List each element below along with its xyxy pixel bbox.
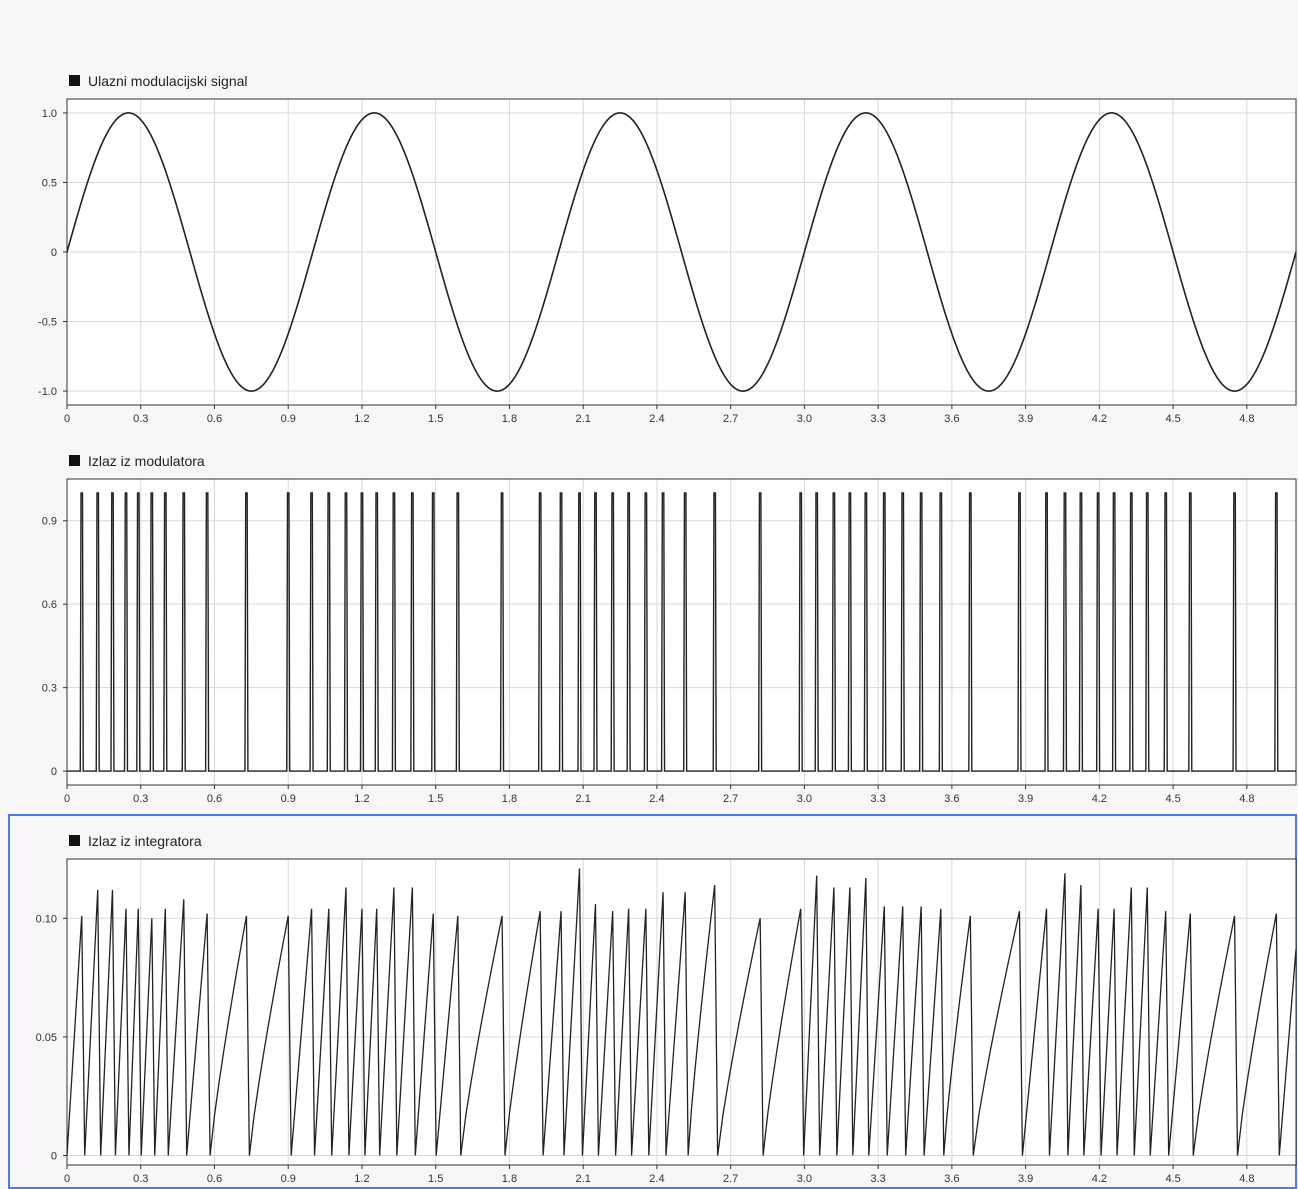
- y-tick-labels-1: -1.0 -0.5 0 0.5 1.0: [38, 108, 67, 398]
- x-tick-label: 1.5: [428, 793, 443, 805]
- x-tick-label: 2.4: [649, 1173, 664, 1185]
- x-tick-label: 0: [64, 793, 70, 805]
- y-tick-label: 0.9: [42, 516, 57, 528]
- x-tick-label: 1.8: [502, 793, 517, 805]
- x-tick-label: 3.0: [797, 793, 812, 805]
- x-tick-label: 0.9: [281, 413, 296, 425]
- x-tick-label: 3.3: [870, 1173, 885, 1185]
- y-tick-label: 0.05: [36, 1032, 57, 1044]
- x-tick-label: 1.5: [428, 413, 443, 425]
- x-tick-label: 1.5: [428, 1173, 443, 1185]
- x-tick-label: 2.7: [723, 413, 738, 425]
- x-tick-label: 0.9: [281, 793, 296, 805]
- x-tick-label: 3.3: [870, 413, 885, 425]
- x-tick-label: 4.2: [1092, 793, 1107, 805]
- pulse-train-line: [67, 492, 1296, 772]
- x-tick-label: 4.8: [1239, 1173, 1254, 1185]
- x-tick-label: 3.6: [944, 793, 959, 805]
- x-tick-label: 4.5: [1165, 793, 1180, 805]
- plot-border-3: [66, 858, 1297, 1166]
- x-tick-label: 2.4: [649, 413, 664, 425]
- x-tick-label: 2.1: [576, 793, 591, 805]
- plot-area-2: [67, 479, 1296, 785]
- x-tick-label: 3.0: [797, 413, 812, 425]
- legend-swatch-1: [69, 75, 80, 86]
- x-tick-label: 2.1: [576, 1173, 591, 1185]
- x-tick-label: 2.7: [723, 1173, 738, 1185]
- x-tick-labels-2: 0 0.3 0.6 0.9 1.2 1.5 1.8 2.1 2.4 2.7 3.0 3.3 3.6 3.9…: [64, 785, 1254, 805]
- x-tick-label: 3.6: [944, 413, 959, 425]
- x-tick-label: 4.5: [1165, 413, 1180, 425]
- legend-swatch-3: [69, 835, 80, 846]
- x-tick-label: 4.2: [1092, 413, 1107, 425]
- x-tick-label: 1.8: [502, 413, 517, 425]
- x-tick-label: 3.9: [1018, 1173, 1033, 1185]
- x-tick-label: 1.2: [354, 413, 369, 425]
- x-tick-label: 4.2: [1092, 1173, 1107, 1185]
- plot-3[interactable]: Izlaz iz integratora 0 0.05 0.10 0 0.3 0.6 0.…: [36, 833, 1297, 1185]
- x-tick-label: 0.9: [281, 1173, 296, 1185]
- x-tick-label: 0.3: [133, 793, 148, 805]
- x-tick-label: 3.0: [797, 1173, 812, 1185]
- plot-area-3: [67, 859, 1296, 1165]
- integrator-sawtooth-line: [66, 868, 1297, 1156]
- plot-title-3: Izlaz iz integratora: [88, 833, 202, 849]
- legend-swatch-2: [69, 455, 80, 466]
- y-tick-label: -0.5: [38, 317, 57, 329]
- y-tick-label: 1.0: [42, 108, 57, 120]
- y-tick-label: 0.6: [42, 599, 57, 611]
- x-tick-label: 2.7: [723, 793, 738, 805]
- plot-title-2: Izlaz iz modulatora: [88, 453, 205, 469]
- x-tick-label: 3.6: [944, 1173, 959, 1185]
- x-tick-label: 0.3: [133, 413, 148, 425]
- plot-border-2: [66, 478, 1297, 786]
- x-tick-label: 0.3: [133, 1173, 148, 1185]
- y-tick-label: -1.0: [38, 386, 57, 398]
- y-tick-label: 0.5: [42, 177, 57, 189]
- x-tick-label: 4.8: [1239, 413, 1254, 425]
- x-tick-label: 1.2: [354, 793, 369, 805]
- x-tick-label: 1.8: [502, 1173, 517, 1185]
- y-tick-label: 0.10: [36, 913, 57, 925]
- y-tick-label: 0: [51, 247, 57, 259]
- x-tick-label: 0.6: [207, 413, 222, 425]
- plot-1[interactable]: Ulazni modulacijski signal -1.0 -0.5 0 0.5 1…: [38, 73, 1297, 425]
- y-tick-label: 0: [51, 1151, 57, 1163]
- sine-wave-line: [66, 112, 1297, 392]
- y-tick-label: 0.3: [42, 683, 57, 695]
- x-tick-label: 2.4: [649, 793, 664, 805]
- x-tick-labels-1: 0 0.3 0.6 0.9 1.2 1.5 1.8 2.1 2.4 2.7 3.0 3.3 3.6 3.9…: [64, 405, 1254, 425]
- x-tick-label: 1.2: [354, 1173, 369, 1185]
- x-tick-label: 0.6: [207, 793, 222, 805]
- x-tick-label: 2.1: [576, 413, 591, 425]
- y-tick-label: 0: [51, 766, 57, 778]
- x-tick-label: 3.9: [1018, 793, 1033, 805]
- y-tick-labels-3: 0 0.05 0.10: [36, 913, 67, 1163]
- plot-2[interactable]: Izlaz iz modulatora 0 0.3 0.6 0.9 0 0.3 0.6 0.…: [42, 453, 1297, 805]
- x-tick-labels-3: 0 0.3 0.6 0.9 1.2 1.5 1.8 2.1 2.4 2.7 3.0 3.3 3.6 3.9…: [64, 1165, 1254, 1185]
- plot-title-1: Ulazni modulacijski signal: [88, 73, 248, 89]
- x-tick-label: 4.5: [1165, 1173, 1180, 1185]
- x-tick-label: 3.9: [1018, 413, 1033, 425]
- x-tick-label: 3.3: [870, 793, 885, 805]
- x-tick-label: 0: [64, 1173, 70, 1185]
- x-tick-label: 0: [64, 413, 70, 425]
- x-tick-label: 4.8: [1239, 793, 1254, 805]
- y-tick-labels-2: 0 0.3 0.6 0.9: [42, 516, 67, 778]
- x-tick-label: 0.6: [207, 1173, 222, 1185]
